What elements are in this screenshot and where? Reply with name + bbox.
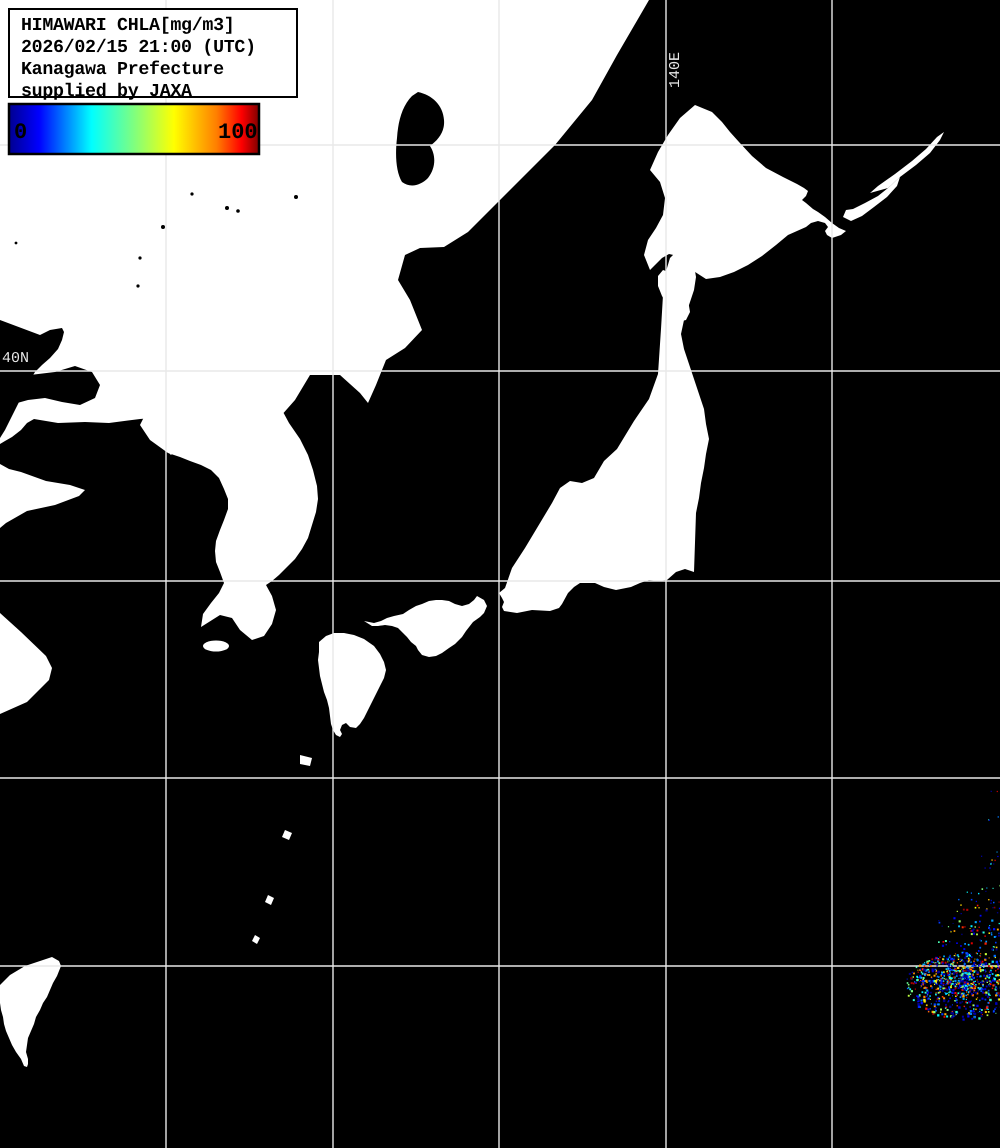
svg-text:100: 100 bbox=[218, 120, 258, 145]
svg-text:supplied by JAXA: supplied by JAXA bbox=[21, 82, 192, 102]
svg-text:HIMAWARI CHLA[mg/m3]: HIMAWARI CHLA[mg/m3] bbox=[21, 16, 234, 36]
svg-text:40N: 40N bbox=[2, 350, 29, 367]
svg-text:2026/02/15 21:00 (UTC): 2026/02/15 21:00 (UTC) bbox=[21, 38, 256, 58]
svg-text:140E: 140E bbox=[667, 52, 684, 88]
svg-text:Kanagawa Prefecture: Kanagawa Prefecture bbox=[21, 60, 224, 80]
svg-text:0: 0 bbox=[14, 120, 27, 145]
